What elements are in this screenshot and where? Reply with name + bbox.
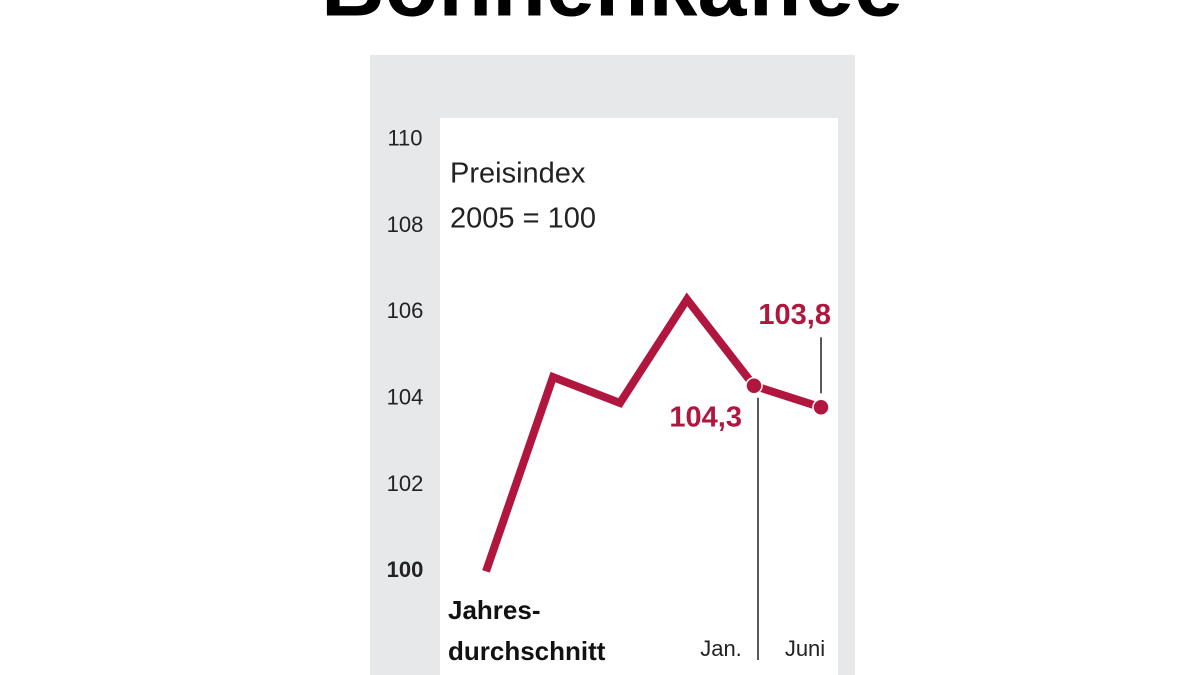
plot-area [440, 118, 838, 675]
x-group-label: durchschnitt [448, 636, 606, 666]
annotation: 2005 = 100 [450, 203, 596, 235]
point [812, 398, 830, 417]
y-tick-label: 102 [387, 471, 424, 496]
x-tick-label: Jan. [700, 636, 742, 661]
chart-title: Bohnenkaffee [321, 0, 903, 34]
x-group-label: Jahres- [448, 595, 541, 625]
point [745, 376, 763, 395]
data-label: 103,8 [758, 299, 831, 331]
line [482, 292, 823, 573]
annotation: Preisindex [450, 158, 586, 190]
x-tick-label: Juni [785, 636, 825, 661]
data-label: 104,3 [669, 401, 742, 433]
y-tick-label: 100 [387, 557, 424, 582]
y-tick-label: 104 [387, 384, 424, 409]
y-tick-label: 110 [387, 125, 422, 150]
y-tick-label: 106 [387, 298, 424, 323]
y-tick-label: 108 [387, 212, 424, 237]
